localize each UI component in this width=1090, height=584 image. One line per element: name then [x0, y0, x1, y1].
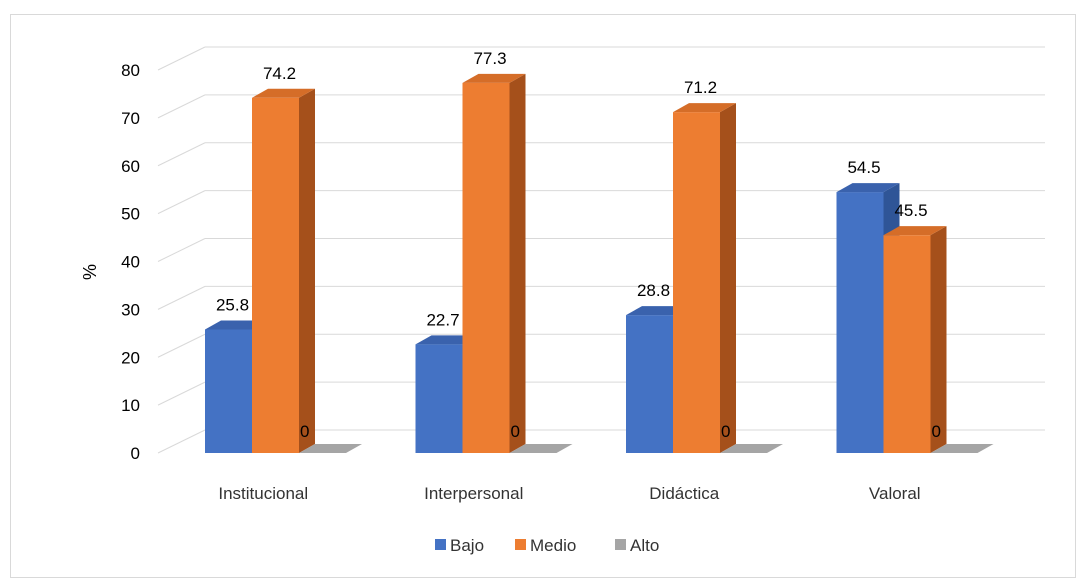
gridline-diagonal — [157, 285, 206, 310]
bar-medio-side — [930, 226, 947, 453]
y-tick-label: 0 — [131, 444, 140, 463]
data-label: 0 — [300, 422, 309, 441]
legend-label-medio: Medio — [530, 536, 576, 555]
data-label: 0 — [932, 422, 941, 441]
bar-medio-front — [673, 112, 720, 453]
bars — [205, 73, 994, 454]
bar-medio-top — [673, 103, 736, 113]
bar-alto-flat — [299, 444, 362, 453]
legend: Bajo Medio Alto — [435, 536, 659, 555]
data-label: 25.8 — [216, 295, 249, 314]
bar-alto-flat — [720, 444, 783, 453]
legend-label-bajo: Bajo — [450, 536, 484, 555]
bar-medio-top — [252, 88, 315, 98]
bar-medio-side — [720, 103, 736, 453]
data-label: 71.2 — [684, 78, 717, 97]
gridline-diagonal — [157, 94, 206, 119]
y-axis-label: % — [80, 264, 100, 280]
category-label: Didáctica — [649, 484, 719, 503]
data-label: 22.7 — [426, 310, 459, 329]
data-label: 45.5 — [894, 201, 927, 220]
bar-medio-top — [883, 226, 947, 236]
bar-bajo-front — [836, 192, 884, 454]
legend-swatch-bajo — [435, 539, 446, 550]
category-label: Interpersonal — [424, 484, 523, 503]
data-label: 0 — [511, 422, 520, 441]
bar-medio-front — [252, 97, 299, 453]
data-label: 0 — [721, 422, 730, 441]
gridline-diagonal — [157, 46, 206, 71]
data-labels: 25.8 74.2 0 22.7 77.3 0 28.8 71.2 0 54.5 45.5 0 — [216, 49, 941, 441]
legend-swatch-alto — [615, 539, 626, 550]
bar-bajo-front — [205, 329, 252, 453]
data-label: 74.2 — [263, 64, 296, 83]
bar-bajo-front — [626, 315, 673, 453]
gridline-diagonal — [157, 429, 206, 454]
data-label: 77.3 — [473, 49, 506, 68]
y-tick-label: 60 — [121, 157, 140, 176]
y-tick-label: 10 — [121, 396, 140, 415]
category-labels: Institucional Interpersonal Didáctica Valor… — [218, 484, 920, 503]
gridline-diagonal — [157, 381, 206, 406]
bar-bajo-top — [836, 183, 900, 193]
bar-medio-front — [883, 235, 931, 453]
y-tick-label: 50 — [121, 205, 140, 224]
category-label: Institucional — [218, 484, 308, 503]
y-tick-label: 70 — [121, 109, 140, 128]
gridline-diagonal — [157, 333, 206, 358]
legend-label-alto: Alto — [630, 536, 659, 555]
bar-medio-top — [462, 73, 526, 83]
category-label: Valoral — [869, 484, 921, 503]
y-tick-label: 40 — [121, 253, 140, 272]
y-tick-label: 80 — [121, 61, 140, 80]
bar-alto-flat — [930, 444, 994, 453]
gridline-diagonal — [157, 190, 206, 215]
data-label: 54.5 — [847, 158, 880, 177]
bar-alto-flat — [509, 444, 573, 453]
gridline-diagonal — [157, 238, 206, 262]
gridline-diagonal — [157, 142, 206, 167]
bar-medio-front — [462, 82, 510, 454]
bar-medio-side — [509, 73, 526, 454]
bar-bajo-front — [415, 344, 463, 453]
legend-swatch-medio — [515, 539, 526, 550]
y-tick-label: 20 — [121, 348, 140, 367]
bar-medio-side — [299, 88, 315, 453]
y-axis-ticks: 0 10 20 30 40 50 60 70 80 — [121, 61, 140, 463]
y-tick-label: 30 — [121, 300, 140, 319]
data-label: 28.8 — [637, 281, 670, 300]
